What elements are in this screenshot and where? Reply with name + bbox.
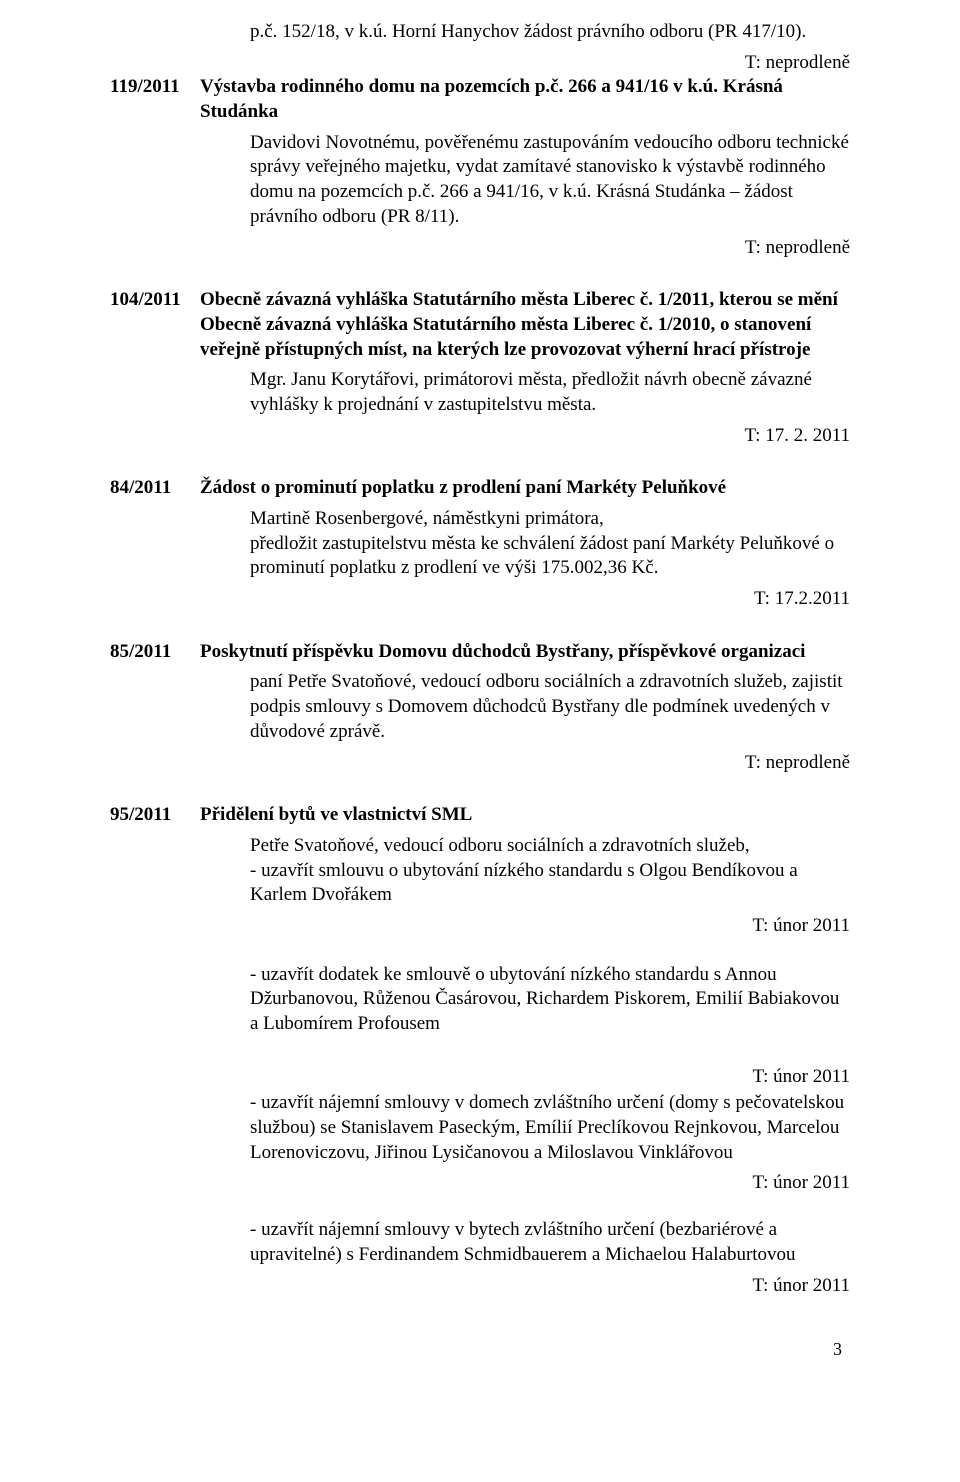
resolution-heading: Obecně závazná vyhláška Statutárního měs… — [200, 288, 850, 362]
resolution-number: 85/2011 — [110, 640, 200, 775]
resolution-item: 119/2011Výstavba rodinného domu na pozem… — [110, 75, 850, 260]
resolution-heading: Výstavba rodinného domu na pozemcích p.č… — [200, 75, 850, 124]
resolution-body: - uzavřít dodatek ke smlouvě o ubytování… — [250, 963, 850, 1037]
resolution-item: 84/2011Žádost o prominutí poplatku z pro… — [110, 476, 850, 611]
resolution-heading: Žádost o prominutí poplatku z prodlení p… — [200, 476, 850, 501]
resolution-body: Mgr. Janu Korytářovi, primátorovi města,… — [250, 368, 850, 417]
resolution-number: 104/2011 — [110, 288, 200, 448]
resolution-deadline: T: neprodleně — [200, 236, 850, 261]
resolution-item: 85/2011Poskytnutí příspěvku Domovu důcho… — [110, 640, 850, 775]
resolution-item: 95/2011 Přidělení bytů ve vlastnictví SM… — [110, 803, 850, 1298]
resolution-body: - uzavřít nájemní smlouvy v domech zvláš… — [250, 1091, 850, 1165]
resolution-deadline: T: únor 2011 — [200, 1274, 850, 1299]
resolution-deadline: T: 17. 2. 2011 — [200, 424, 850, 449]
resolution-heading: Poskytnutí příspěvku Domovu důchodců Bys… — [200, 640, 850, 665]
resolution-number: 95/2011 — [110, 803, 200, 1298]
document-page: p.č. 152/18, v k.ú. Horní Hanychov žádos… — [0, 0, 960, 1422]
page-number: 3 — [110, 1338, 850, 1361]
resolution-number: 119/2011 — [110, 75, 200, 260]
resolution-body: Davidovi Novotnému, pověřenému zastupová… — [250, 131, 850, 230]
resolution-body: Petře Svatoňové, vedoucí odboru sociální… — [250, 834, 850, 908]
resolution-body: paní Petře Svatoňové, vedoucí odboru soc… — [250, 670, 850, 744]
resolution-deadline: T: únor 2011 — [200, 914, 850, 939]
resolution-item: 104/2011Obecně závazná vyhláška Statutár… — [110, 288, 850, 448]
resolution-number: 84/2011 — [110, 476, 200, 611]
prev-tail-text: p.č. 152/18, v k.ú. Horní Hanychov žádos… — [250, 20, 850, 45]
prev-tail-content: p.č. 152/18, v k.ú. Horní Hanychov žádos… — [200, 20, 850, 75]
resolution-deadline: T: 17.2.2011 — [200, 587, 850, 612]
resolution-deadline: T: únor 2011 — [200, 1171, 850, 1196]
resolution-body: Martině Rosenbergové, náměstkyni primáto… — [250, 507, 850, 581]
prev-tail-deadline: T: neprodleně — [200, 51, 850, 76]
resolution-deadline: T: neprodleně — [200, 751, 850, 776]
prev-item-tail: p.č. 152/18, v k.ú. Horní Hanychov žádos… — [110, 20, 850, 75]
resolution-deadline: T: únor 2011 — [200, 1065, 850, 1090]
resolution-heading: Přidělení bytů ve vlastnictví SML — [200, 803, 850, 828]
resolution-body: - uzavřít nájemní smlouvy v bytech zvláš… — [250, 1218, 850, 1267]
empty-num-col — [110, 20, 200, 75]
